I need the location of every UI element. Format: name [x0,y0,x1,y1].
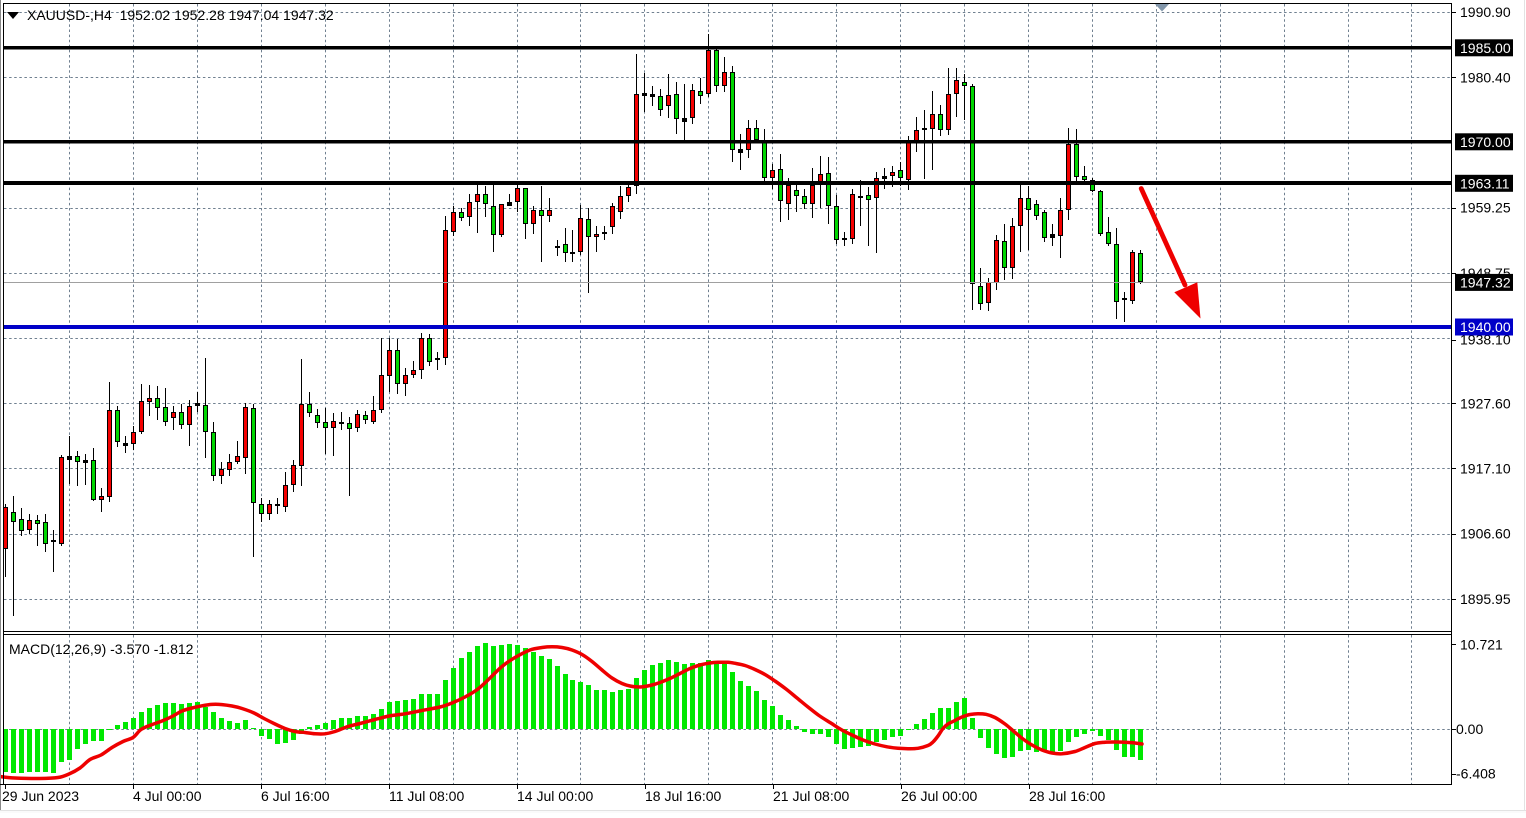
svg-text:28 Jul 16:00: 28 Jul 16:00 [1029,788,1105,804]
svg-text:1985.00: 1985.00 [1460,40,1511,56]
svg-text:21 Jul 08:00: 21 Jul 08:00 [773,788,849,804]
svg-text:1940.00: 1940.00 [1460,319,1511,335]
svg-text:4 Jul 00:00: 4 Jul 00:00 [133,788,202,804]
svg-text:1906.60: 1906.60 [1460,526,1511,542]
svg-text:-6.408: -6.408 [1456,766,1496,782]
svg-text:18 Jul 16:00: 18 Jul 16:00 [645,788,721,804]
svg-text:10.721: 10.721 [1460,637,1503,653]
svg-text:1895.95: 1895.95 [1460,591,1511,607]
svg-text:MACD(12,26,9) -3.570 -1.812: MACD(12,26,9) -3.570 -1.812 [9,641,194,657]
svg-text:1917.10: 1917.10 [1460,461,1511,477]
svg-text:1970.00: 1970.00 [1460,134,1511,150]
svg-text:1947.32: 1947.32 [1460,274,1511,290]
svg-text:0.00: 0.00 [1456,721,1483,737]
svg-text:1938.10: 1938.10 [1460,332,1511,348]
svg-text:14 Jul 00:00: 14 Jul 00:00 [517,788,593,804]
svg-text:1990.90: 1990.90 [1460,4,1511,20]
svg-text:29 Jun 2023: 29 Jun 2023 [2,788,79,804]
svg-text:1959.25: 1959.25 [1460,200,1511,216]
svg-text:11 Jul 08:00: 11 Jul 08:00 [389,788,464,804]
svg-text:1963.11: 1963.11 [1460,175,1510,191]
svg-text:26 Jul 00:00: 26 Jul 00:00 [901,788,977,804]
svg-text:1980.40: 1980.40 [1460,69,1511,85]
svg-text:1927.60: 1927.60 [1460,395,1511,411]
svg-text:6 Jul 16:00: 6 Jul 16:00 [261,788,330,804]
svg-text:XAUUSD-,H4 1952.02 1952.28 19: XAUUSD-,H4 1952.02 1952.28 1947.04 1947.… [27,7,334,23]
